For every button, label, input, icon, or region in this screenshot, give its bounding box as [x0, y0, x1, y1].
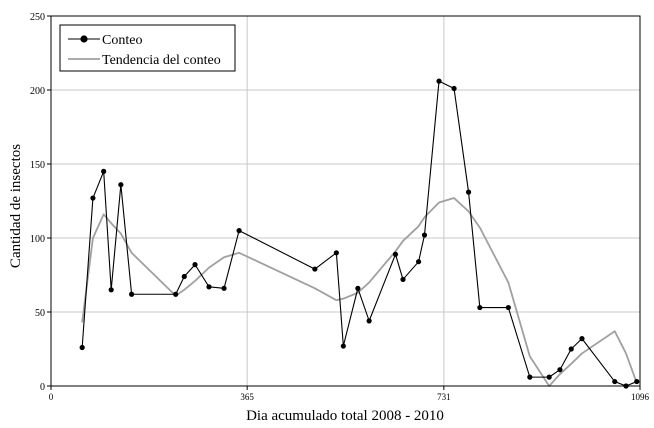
data-point [206, 284, 212, 290]
x-axis-label: Dia acumulado total 2008 - 2010 [246, 408, 444, 424]
legend-label: Tendencia del conteo [102, 53, 221, 68]
data-point [415, 259, 422, 265]
data-point [505, 304, 511, 311]
legend-swatch-marker [80, 35, 88, 43]
data-point [181, 273, 187, 280]
data-point [465, 189, 472, 195]
y-tick-label: 0 [40, 382, 45, 393]
data-point [436, 78, 442, 84]
legend: Conteo Tendencia del conteo [59, 24, 236, 72]
data-point [477, 304, 483, 311]
series-layer [79, 78, 640, 389]
x-tick-label: 0 [49, 392, 54, 402]
data-point [312, 266, 318, 272]
data-point [634, 378, 640, 385]
series-line [81, 197, 638, 387]
y-tick-label: 150 [30, 160, 45, 171]
data-point [579, 336, 585, 342]
data-point [101, 168, 107, 174]
x-tick-label: 1096 [631, 392, 650, 402]
data-point [527, 374, 533, 380]
y-tick-label: 100 [30, 234, 45, 245]
data-point [236, 228, 242, 234]
data-point [451, 85, 457, 92]
y-axis-label: Cantidad de insectos [8, 144, 24, 268]
y-tick-label: 50 [35, 308, 45, 319]
data-point [90, 195, 96, 201]
data-point [340, 343, 346, 349]
legend-label: Conteo [102, 33, 142, 48]
data-point [366, 318, 372, 324]
data-point [118, 182, 124, 188]
y-tick-label: 200 [30, 86, 45, 97]
data-point [421, 232, 428, 238]
data-point [108, 287, 114, 293]
data-point [129, 291, 135, 297]
y-tick-label: 250 [30, 12, 45, 23]
legend-box [59, 24, 236, 72]
data-point [192, 262, 198, 268]
data-point [79, 344, 85, 351]
x-tick-label: 731 [437, 392, 451, 402]
data-point [333, 250, 339, 256]
data-point [557, 367, 563, 373]
data-point [392, 251, 399, 257]
data-point [612, 378, 618, 385]
data-point [400, 276, 406, 283]
series-line [81, 80, 637, 387]
data-point [221, 285, 227, 291]
axis-ticks: 0 50 100 150 200 250 0 365 731 1096 [30, 12, 650, 402]
data-point [173, 291, 179, 297]
data-point [546, 374, 552, 380]
x-tick-label: 365 [240, 392, 254, 402]
data-point [568, 346, 574, 352]
plot-frame [50, 15, 641, 387]
data-point [355, 285, 361, 291]
